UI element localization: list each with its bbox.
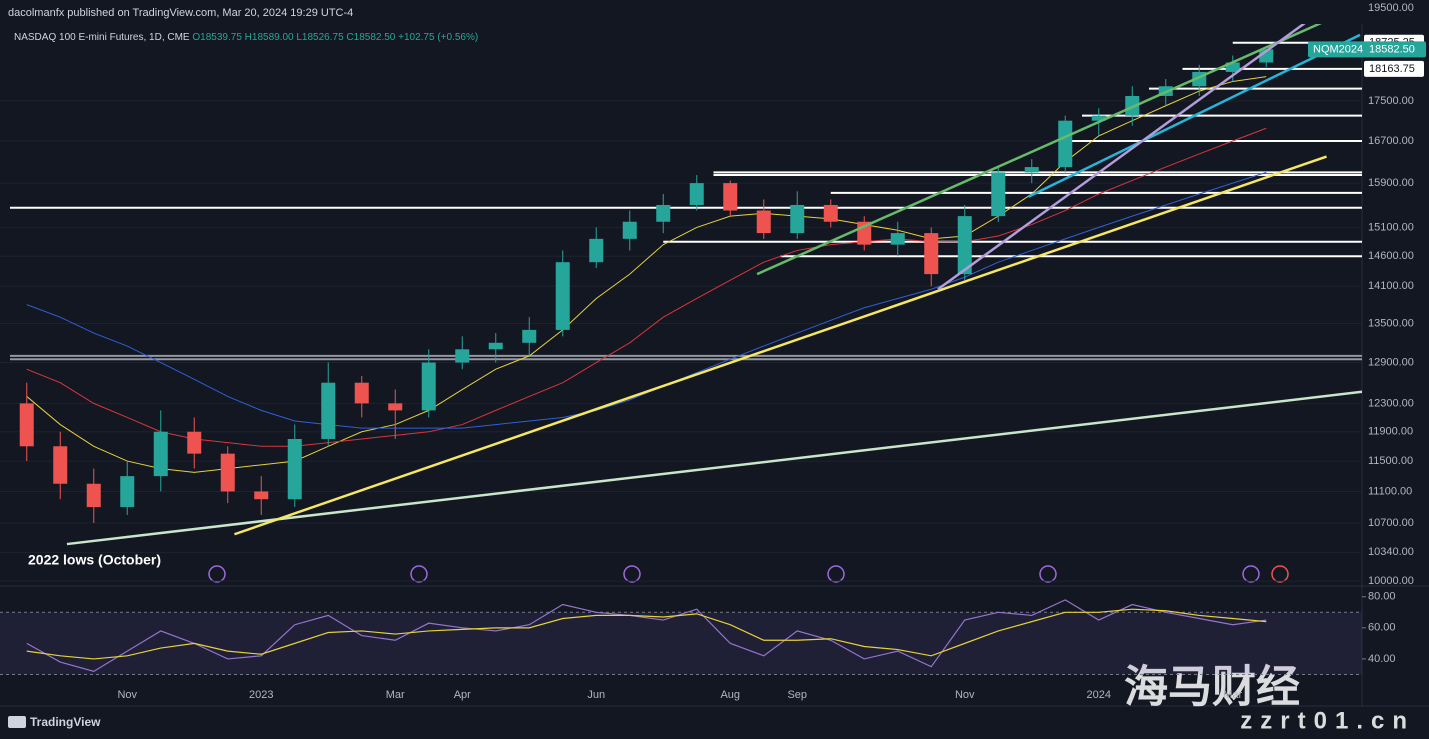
y-tick-label: 16700.00: [1368, 135, 1414, 147]
trendline: [937, 24, 1306, 291]
y-tick-label: 13500.00: [1368, 317, 1414, 329]
x-tick-label: Apr: [454, 689, 471, 701]
candle-body: [656, 204, 671, 222]
x-tick-label: Sep: [787, 689, 807, 701]
rsi-band: [0, 612, 1362, 675]
symbol: NASDAQ 100 E-mini Futures, 1D, CME: [14, 32, 190, 43]
candle-body: [354, 382, 369, 404]
candle-body: [522, 329, 537, 343]
y-tick-label: 10340.00: [1368, 546, 1414, 558]
candle-body: [187, 431, 202, 454]
x-tick-label: 2023: [249, 689, 273, 701]
x-tick-label: Aug: [720, 689, 740, 701]
y-tick-label: 11100.00: [1368, 485, 1412, 497]
rsi-tick-label: 80.00: [1368, 591, 1396, 603]
rsi-line: [26, 608, 1267, 660]
candle-body: [388, 403, 403, 411]
candle-body: [488, 342, 503, 350]
y-tick-label: 10000.00: [1368, 575, 1414, 587]
candle-body: [790, 204, 805, 234]
price-layer: [0, 24, 1362, 582]
candle-body: [1225, 62, 1240, 72]
candle-body: [321, 382, 336, 439]
y-tick-label: 11500.00: [1368, 455, 1413, 467]
candle-body: [1091, 115, 1106, 121]
moving-average: [26, 127, 1267, 447]
candle-body: [924, 233, 939, 275]
candle-body: [421, 362, 436, 411]
watermark-site: zzrt01.cn: [1240, 707, 1415, 734]
y-tick-label: 14600.00: [1368, 250, 1414, 262]
x-tick-label: Jun: [587, 689, 605, 701]
logo-icon: [8, 716, 26, 728]
candle-body: [756, 210, 771, 234]
annotation: 2022 lows (October): [28, 552, 161, 568]
candle-body: [53, 446, 68, 484]
candle-body: [153, 431, 168, 477]
y-tick-label: 19500.00: [1368, 2, 1414, 14]
y-tick-label: 14100.00: [1368, 280, 1414, 292]
candle-body: [86, 483, 101, 508]
x-tick-label: Nov: [117, 689, 137, 701]
candle-body: [120, 476, 135, 508]
watermark-title: 海马财经: [1124, 663, 1300, 712]
candle-body: [254, 491, 269, 500]
candle-body: [1024, 167, 1039, 173]
y-tick-label: 12900.00: [1368, 356, 1414, 368]
y-tick-label: 17500.00: [1368, 95, 1414, 107]
candle-body: [890, 233, 905, 245]
candle-body: [957, 216, 972, 275]
price-pane: [0, 24, 1362, 585]
x-tick-label: Mar: [1223, 689, 1242, 701]
last-price-label: 18582.50: [1369, 43, 1415, 55]
candle-body: [220, 453, 235, 492]
ohlc: O18539.75 H18589.00 L18526.75 C18582.50 …: [192, 32, 479, 43]
publisher: dacolmanfx published on TradingView.com,…: [8, 7, 354, 19]
rsi-tick-label: 40.00: [1368, 653, 1396, 665]
trendline: [234, 155, 1327, 536]
candle-body: [19, 403, 34, 447]
price-label-box: [1364, 60, 1424, 77]
y-tick-label: 11900.00: [1368, 426, 1413, 438]
candle-body: [455, 349, 470, 363]
rsi-line: [26, 599, 1267, 672]
candle-body: [1058, 120, 1073, 168]
candle-body: [723, 183, 738, 211]
candle-body: [589, 238, 604, 263]
footer-logo: TradingView: [30, 715, 101, 729]
symbol-info: NASDAQ 100 E-mini Futures, 1D, CME O1853…: [14, 32, 478, 43]
x-tick-label: 2024: [1087, 689, 1111, 701]
candle-body: [823, 204, 838, 222]
x-tick-label: Nov: [955, 689, 975, 701]
event-icons: [208, 565, 1289, 583]
y-tick-label: 15100.00: [1368, 221, 1414, 233]
candle-body: [622, 221, 637, 239]
candle-body: [555, 262, 570, 330]
y-tick-label: 10700.00: [1368, 517, 1414, 529]
rsi-tick-label: 60.00: [1368, 622, 1396, 634]
last-price-box: [1308, 41, 1426, 58]
candle-body: [991, 172, 1006, 217]
price-label: 18163.75: [1369, 63, 1415, 75]
trendline: [1027, 33, 1361, 198]
last-price-name: NQM2024: [1313, 43, 1363, 55]
x-tick-label: Mar: [386, 689, 405, 701]
candle-body: [689, 183, 704, 205]
candle-body: [287, 438, 302, 500]
trendline: [756, 24, 1322, 276]
y-tick-label: 12300.00: [1368, 397, 1414, 409]
y-tick-label: 15900.00: [1368, 177, 1414, 189]
